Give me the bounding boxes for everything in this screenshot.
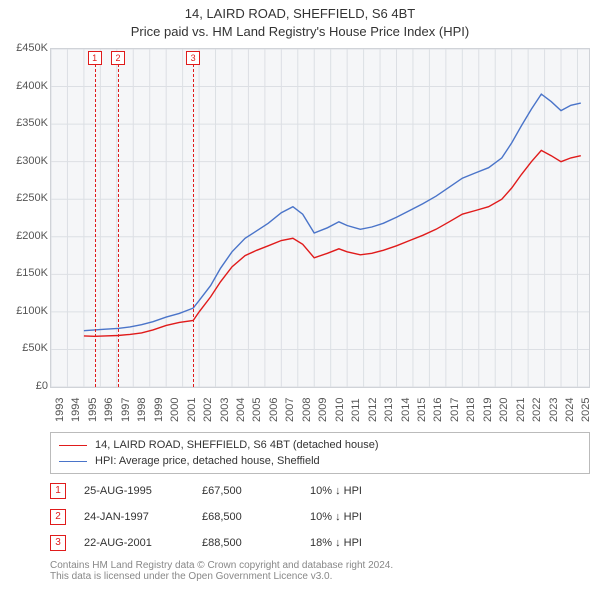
x-axis-tick-label: 2006 [268,398,280,422]
legend-swatch [59,445,87,446]
legend-swatch [59,461,87,462]
y-axis-tick-label: £200K [3,230,48,242]
transaction-row-marker: 3 [50,535,66,551]
chart-footer: Contains HM Land Registry data © Crown c… [50,560,590,582]
x-axis-tick-label: 2023 [548,398,560,422]
x-axis-tick-label: 2000 [169,398,181,422]
x-axis-tick-label: 2001 [186,398,198,422]
x-axis-tick-label: 2020 [498,398,510,422]
x-axis-tick-label: 2014 [400,398,412,422]
x-axis-tick-label: 2011 [350,398,362,422]
y-axis-tick-label: £150K [3,267,48,279]
transaction-date: 22-AUG-2001 [84,537,184,549]
transactions-table: 1 25-AUG-1995 £67,500 10% ↓ HPI 2 24-JAN-1997… [50,478,590,556]
transaction-price: £67,500 [202,485,292,497]
x-axis-tick-label: 2025 [580,398,592,422]
y-axis-tick-label: £400K [3,80,48,92]
x-axis-tick-label: 2016 [432,398,444,422]
x-axis-tick-label: 2021 [515,398,527,422]
transaction-marker-line [118,64,119,387]
x-axis-tick-label: 2004 [235,398,247,422]
y-axis-tick-label: £0 [3,380,48,392]
transaction-date: 24-JAN-1997 [84,511,184,523]
transaction-row: 1 25-AUG-1995 £67,500 10% ↓ HPI [50,478,590,504]
y-axis-tick-label: £300K [3,155,48,167]
transaction-row: 2 24-JAN-1997 £68,500 10% ↓ HPI [50,504,590,530]
x-axis-tick-label: 2010 [334,398,346,422]
transaction-row-marker: 2 [50,509,66,525]
x-axis-tick-label: 2019 [482,398,494,422]
transaction-price: £88,500 [202,537,292,549]
chart-title-line2: Price paid vs. HM Land Registry's House … [0,24,600,39]
legend-label: HPI: Average price, detached house, Shef… [95,455,320,467]
transaction-marker-box: 3 [186,51,200,65]
footer-line1: Contains HM Land Registry data © Crown c… [50,560,590,571]
transaction-marker-line [95,64,96,387]
transaction-row: 3 22-AUG-2001 £88,500 18% ↓ HPI [50,530,590,556]
chart-legend: 14, LAIRD ROAD, SHEFFIELD, S6 4BT (detac… [50,432,590,474]
transaction-marker-line [193,64,194,387]
y-axis-tick-label: £450K [3,42,48,54]
x-axis-tick-label: 1994 [70,398,82,422]
y-axis-tick-label: £100K [3,305,48,317]
x-axis-tick-label: 2008 [301,398,313,422]
transaction-delta: 10% ↓ HPI [310,485,362,497]
x-axis-tick-label: 1996 [103,398,115,422]
x-axis-tick-label: 2005 [251,398,263,422]
series-property [84,150,581,336]
chart-title-line1: 14, LAIRD ROAD, SHEFFIELD, S6 4BT [0,6,600,21]
x-axis-tick-label: 2013 [383,398,395,422]
transaction-delta: 10% ↓ HPI [310,511,362,523]
x-axis-tick-label: 1993 [54,398,66,422]
x-axis-tick-label: 2007 [284,398,296,422]
series-hpi [84,94,581,331]
x-axis-tick-label: 1999 [153,398,165,422]
x-axis-tick-label: 2015 [416,398,428,422]
transaction-marker-box: 1 [88,51,102,65]
legend-item: 14, LAIRD ROAD, SHEFFIELD, S6 4BT (detac… [59,437,581,453]
transaction-date: 25-AUG-1995 [84,485,184,497]
x-axis-tick-label: 2003 [219,398,231,422]
y-axis-tick-label: £250K [3,192,48,204]
x-axis-tick-label: 2002 [202,398,214,422]
x-axis-tick-label: 2012 [367,398,379,422]
x-axis-tick-label: 1995 [87,398,99,422]
x-axis-tick-label: 2022 [531,398,543,422]
legend-item: HPI: Average price, detached house, Shef… [59,453,581,469]
x-axis-tick-label: 1998 [136,398,148,422]
x-axis-tick-label: 2024 [564,398,576,422]
transaction-marker-box: 2 [111,51,125,65]
x-axis-tick-label: 2017 [449,398,461,422]
footer-line2: This data is licensed under the Open Gov… [50,571,590,582]
transaction-row-marker: 1 [50,483,66,499]
transaction-delta: 18% ↓ HPI [310,537,362,549]
x-axis-tick-label: 2009 [317,398,329,422]
x-axis-tick-label: 2018 [465,398,477,422]
legend-label: 14, LAIRD ROAD, SHEFFIELD, S6 4BT (detac… [95,439,378,451]
y-axis-tick-label: £50K [3,342,48,354]
x-axis-tick-label: 1997 [120,398,132,422]
chart-plot-area: 12 3 [50,48,590,388]
transaction-price: £68,500 [202,511,292,523]
y-axis-tick-label: £350K [3,117,48,129]
